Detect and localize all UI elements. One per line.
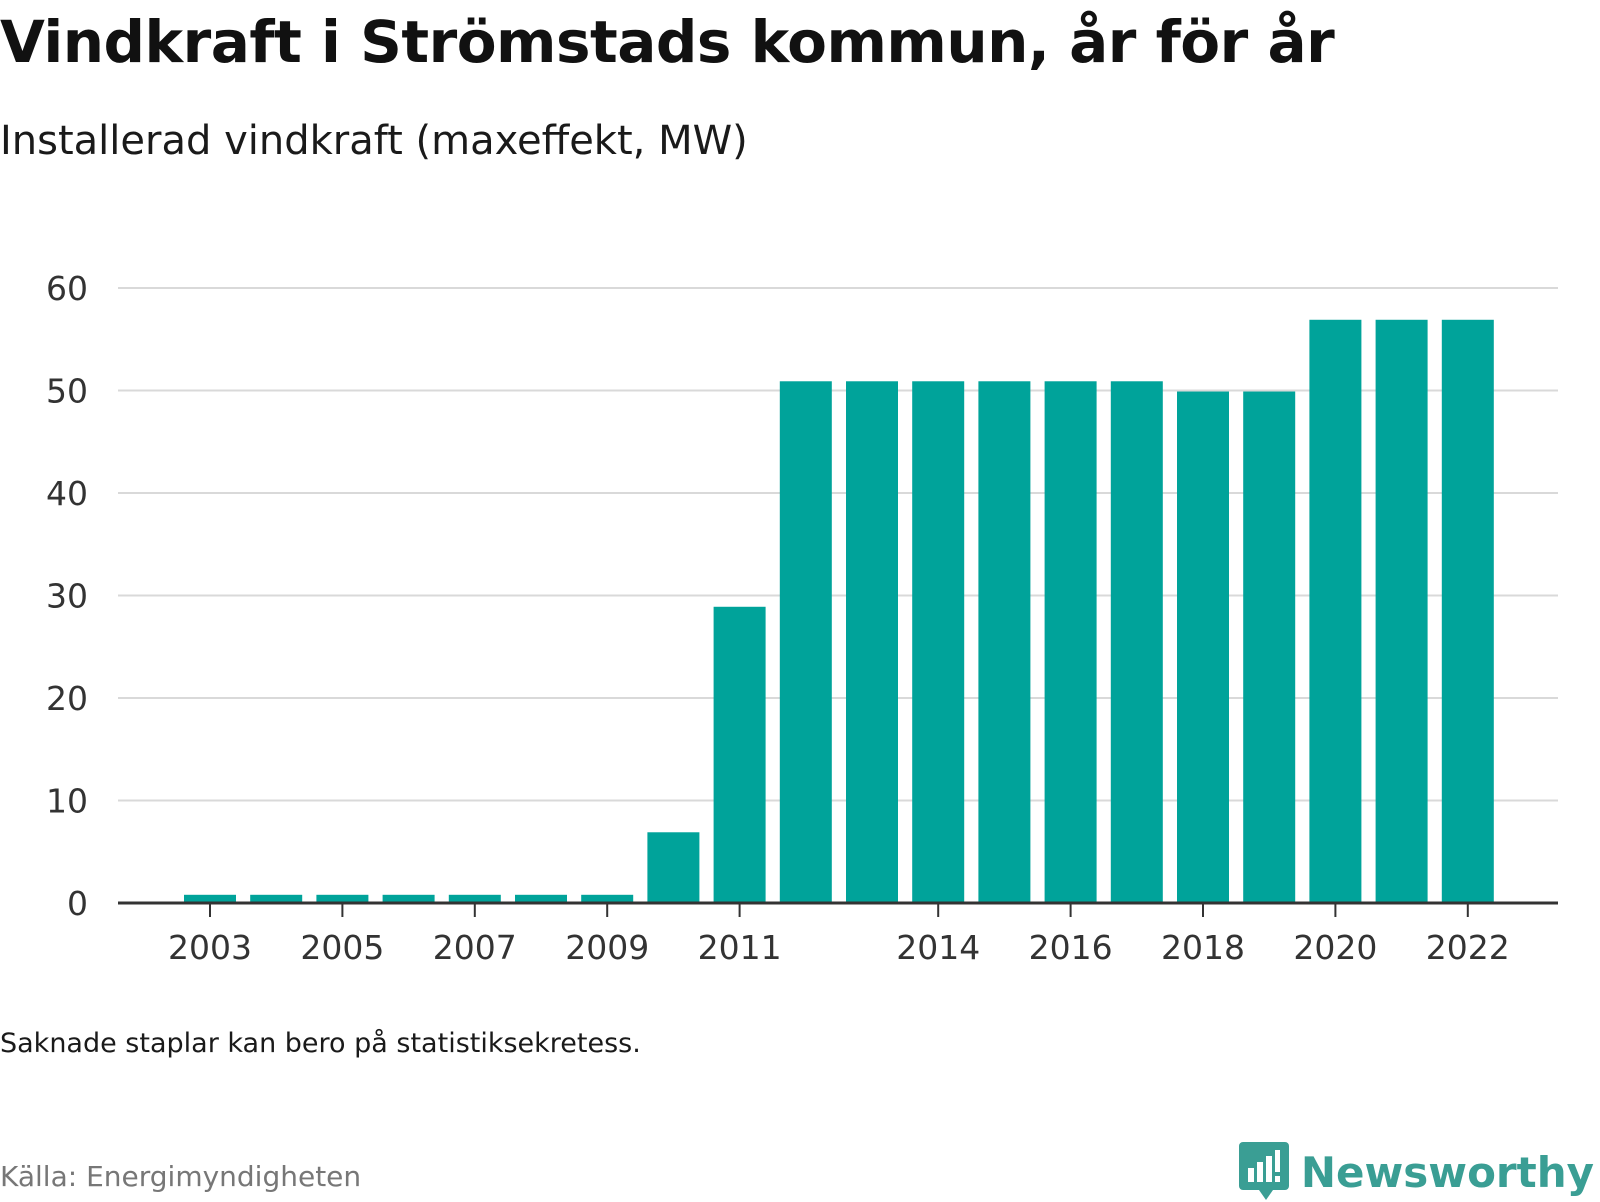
x-tick-label: 2005: [300, 928, 384, 967]
bar-2012: [779, 381, 832, 903]
y-tick-label: 50: [46, 372, 88, 411]
x-tick-label: 2018: [1161, 928, 1245, 967]
bar-2006: [382, 894, 435, 903]
bar-2009: [581, 894, 634, 903]
bar-2013: [846, 381, 898, 903]
bar-2022: [1441, 319, 1494, 903]
bar-2008: [515, 894, 567, 903]
chart-title: Vindkraft i Strömstads kommun, år för år: [0, 8, 1335, 76]
bar-2005: [316, 894, 369, 903]
x-tick-label: 2014: [896, 928, 980, 967]
x-tick-label: 2003: [168, 928, 252, 967]
x-tick-label: 2009: [565, 928, 649, 967]
bar-2004: [250, 894, 303, 903]
y-tick-label: 60: [46, 269, 88, 308]
y-tick-label: 10: [46, 782, 88, 821]
x-tick-label: 2011: [698, 928, 782, 967]
chart-subtitle: Installerad vindkraft (maxeffekt, MW): [0, 118, 748, 164]
bar-2019: [1243, 391, 1296, 903]
y-tick-label: 40: [46, 474, 88, 513]
bar-2020: [1309, 319, 1362, 903]
x-tick-label: 2007: [433, 928, 517, 967]
y-axis-ticks: 0 10 20 30 40 50 60: [46, 269, 88, 923]
bar-2018: [1177, 391, 1229, 903]
bar-2011: [713, 606, 766, 903]
bar-2015: [978, 381, 1031, 903]
brand-name: Newsworthy: [1300, 1147, 1594, 1197]
bar-2017: [1110, 381, 1163, 903]
y-tick-label: 20: [46, 679, 88, 718]
source-text: Källa: Energimyndigheten: [0, 1160, 362, 1193]
y-tick-label: 30: [46, 577, 88, 616]
x-tick-label: 2020: [1293, 928, 1377, 967]
x-axis-ticks: 2003 2005 2007 2009 2011 2014 2016 2018 2020 2022: [168, 903, 1510, 967]
bar-2003: [184, 894, 236, 903]
x-tick-label: 2016: [1029, 928, 1113, 967]
bar-2014: [912, 381, 965, 903]
footnote: Saknade staplar kan bero på statistiksek…: [0, 1028, 641, 1059]
bar-2010: [647, 832, 700, 903]
bars: [184, 319, 1494, 903]
chart-bubble-icon: [1238, 1142, 1289, 1200]
bar-2021: [1375, 319, 1428, 903]
brand-logo: Newsworthy: [1238, 1142, 1594, 1202]
bar-2016: [1044, 381, 1097, 903]
y-tick-label: 0: [67, 884, 88, 923]
x-tick-label: 2022: [1426, 928, 1510, 967]
bar-2007: [448, 894, 501, 903]
